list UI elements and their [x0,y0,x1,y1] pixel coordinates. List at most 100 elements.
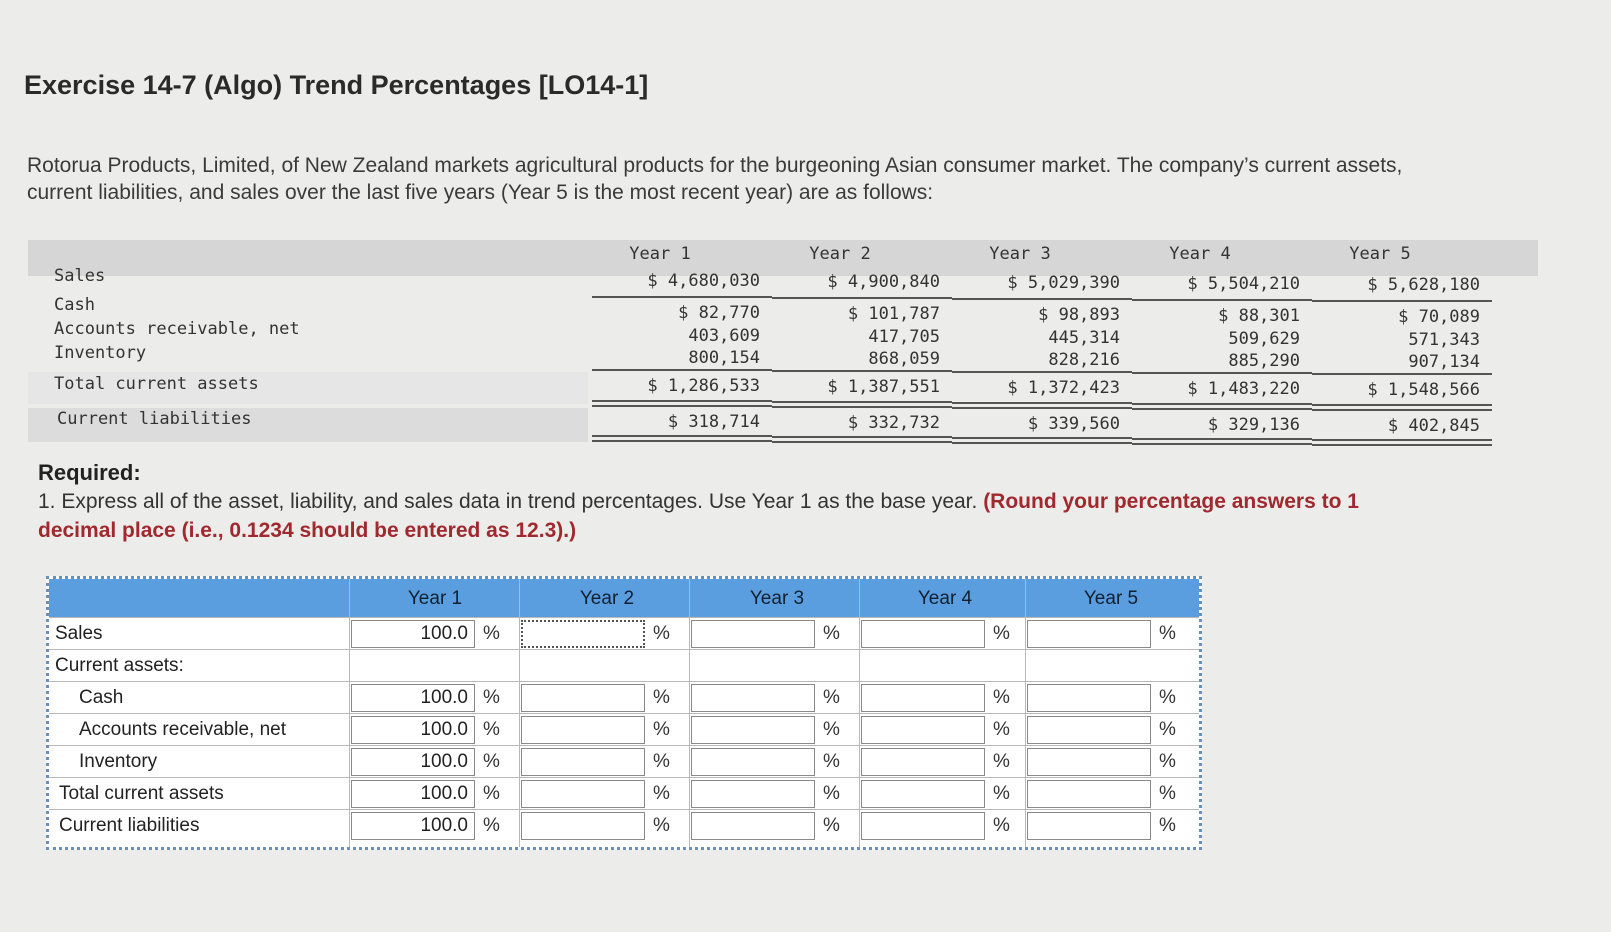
inventory-year3-input[interactable] [691,748,815,776]
data-column-year5: Year 5 $ 5,628,180 $ 70,089 571,343 907,… [1312,240,1492,450]
percent-sign: % [653,623,670,644]
row-label: Inventory [79,751,158,772]
sales-value: $ 5,628,180 [1367,275,1480,295]
inventory-value: 868,059 [868,349,940,369]
tca-value: $ 1,372,423 [1007,378,1120,398]
ar-year3-input[interactable] [691,716,815,744]
double-rule [1312,404,1492,411]
ar-year2-input[interactable] [521,716,645,744]
double-rule [952,437,1132,444]
percent-sign: % [1159,719,1176,740]
cl-value: $ 332,732 [847,413,940,433]
column-header: Year 3 [989,244,1051,264]
header-year1: Year 1 [407,588,463,609]
percent-sign: % [653,719,670,740]
row-label-sales: Sales [54,266,106,286]
cash-year5-input[interactable] [1027,684,1151,712]
data-column-year2: Year 2 $ 4,900,840 $ 101,787 417,705 868… [772,240,952,450]
percent-sign: % [483,815,500,836]
rule [1312,300,1492,302]
inventory-year5-input[interactable] [1027,748,1151,776]
inventory-value: 828,216 [1048,350,1120,370]
double-rule [772,436,952,443]
tca-year3-input[interactable] [691,780,815,808]
ar-year5-input[interactable] [1027,716,1151,744]
cl-year2-input[interactable] [521,812,645,840]
sales-year4-input[interactable] [861,620,985,648]
header-year4: Year 4 [917,588,973,609]
rule [592,369,772,371]
answer-row-current-assets: Current assets: [49,649,1199,682]
answer-header-row: Year 1 Year 2 Year 3 Year 4 Year 5 [49,579,1199,617]
percent-sign: % [483,783,500,804]
tca-year5-input[interactable] [1027,780,1151,808]
cl-year4-input[interactable] [861,812,985,840]
header-year3: Year 3 [749,588,805,609]
row-label-total-current-assets: Total current assets [54,374,259,394]
sales-value: $ 4,680,030 [647,271,760,291]
cash-year3-input[interactable] [691,684,815,712]
tca-year2-input[interactable] [521,780,645,808]
cl-value: $ 339,560 [1027,414,1120,434]
tca-year4-input[interactable] [861,780,985,808]
percent-sign: % [993,751,1010,772]
exercise-title: Exercise 14-7 (Algo) Trend Percentages [… [24,70,649,100]
percent-sign: % [1159,783,1176,804]
ar-value: 417,705 [868,327,940,347]
row-label-current-liabilities: Current liabilities [57,409,252,429]
rule [1312,373,1492,375]
double-rule [952,402,1132,409]
liabilities-row-band [28,408,588,442]
percent-sign: % [653,815,670,836]
ar-value: 445,314 [1048,328,1120,348]
financial-data-table: Sales Cash Accounts receivable, net Inve… [28,240,1538,450]
rule [952,371,1132,373]
header-year2: Year 2 [579,588,635,609]
data-column-year4: Year 4 $ 5,504,210 $ 88,301 509,629 885,… [1132,240,1312,450]
column-header: Year 4 [1169,244,1231,264]
cash-year1-value [351,684,475,712]
row-label-inventory: Inventory [54,343,147,363]
cash-value: $ 70,089 [1398,307,1480,327]
ar-value: 571,343 [1408,330,1480,350]
cl-year5-input[interactable] [1027,812,1151,840]
rule [772,297,952,299]
percent-sign: % [653,687,670,708]
answer-row-cash: Cash % % % % % [49,681,1199,714]
sales-value: $ 5,504,210 [1187,274,1300,294]
inventory-year4-input[interactable] [861,748,985,776]
rule [592,296,772,298]
sales-year5-input[interactable] [1027,620,1151,648]
cash-year4-input[interactable] [861,684,985,712]
cl-value: $ 318,714 [667,412,760,432]
cl-year3-input[interactable] [691,812,815,840]
double-rule [1312,439,1492,446]
cash-value: $ 88,301 [1218,306,1300,326]
percent-sign: % [1159,623,1176,644]
percent-sign: % [993,623,1010,644]
answer-row-sales: Sales % % % % % [49,617,1199,650]
percent-sign: % [993,687,1010,708]
answer-grid: Year 1 Year 2 Year 3 Year 4 Year 5 Sales… [46,576,1202,850]
double-rule [1132,403,1312,410]
inventory-value: 800,154 [688,348,760,368]
double-rule [592,435,772,442]
required-instruction: 1. Express all of the asset, liability, … [38,487,1438,545]
sales-year3-input[interactable] [691,620,815,648]
percent-sign: % [823,815,840,836]
sales-year1-value [351,620,475,648]
row-label-ar: Accounts receivable, net [54,319,300,339]
row-label: Accounts receivable, net [79,719,287,740]
data-column-year3: Year 3 $ 5,029,390 $ 98,893 445,314 828,… [952,240,1132,450]
answer-row-total-current-assets: Total current assets % % % % % [49,777,1199,810]
cash-year2-input[interactable] [521,684,645,712]
percent-sign: % [483,751,500,772]
total-row-band [28,372,588,404]
inventory-year2-input[interactable] [521,748,645,776]
column-header: Year 2 [809,244,871,264]
table-header-band [28,240,1538,276]
inventory-year1-value [351,748,475,776]
sales-year2-input[interactable] [521,620,645,648]
row-label-cash: Cash [54,295,95,315]
ar-year4-input[interactable] [861,716,985,744]
